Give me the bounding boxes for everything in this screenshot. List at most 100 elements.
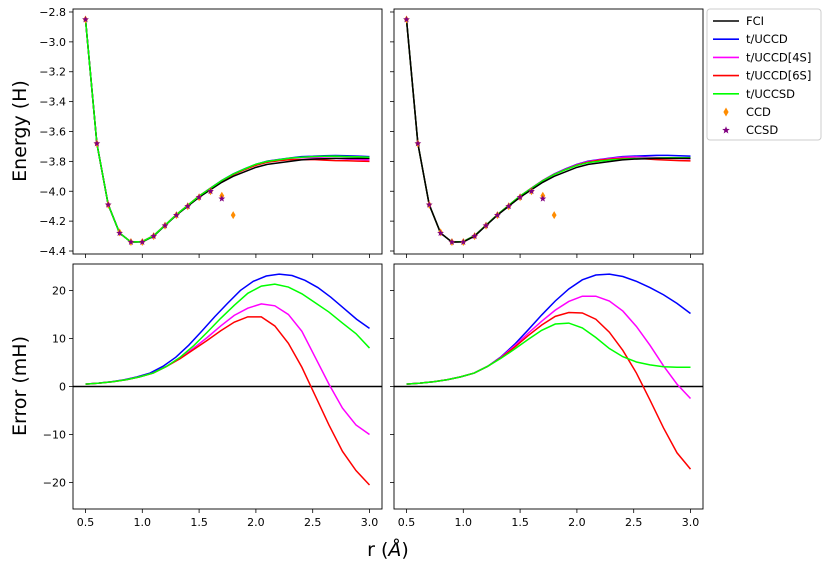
legend-label: FCI: [746, 14, 764, 28]
x-axis-label-close: ): [401, 539, 408, 561]
error-y-axis-label: Error (mH): [9, 336, 31, 436]
series-line-uccd: [405, 19, 691, 243]
ccsd-marker: [437, 229, 444, 236]
series-line-uccd: [85, 273, 370, 385]
series-line-uccd: [84, 19, 370, 243]
x-tick-label: 2.5: [304, 516, 322, 529]
series-line-uccd4s: [406, 295, 692, 400]
panel-energy-right-frame: [393, 8, 704, 255]
ccsd-marker: [482, 222, 490, 229]
x-tick-label: 0.5: [398, 516, 416, 529]
legend-item: FCI: [713, 14, 764, 28]
series-line-uccd6s: [85, 316, 371, 486]
ccd-marker: [551, 211, 557, 220]
series-line-uccsd: [406, 322, 691, 385]
y-tick-label: −3.8: [39, 155, 66, 168]
series-line-uccsd: [85, 283, 371, 385]
legend-item: t/UCCSD: [713, 87, 795, 101]
ccsd-marker: [459, 238, 467, 245]
y-tick-label: 0: [59, 381, 66, 394]
ccsd-marker: [539, 195, 547, 202]
legend-label: t/UCCSD: [746, 87, 795, 101]
x-tick-label: 2.0: [568, 516, 586, 529]
ccsd-marker: [161, 222, 169, 229]
x-tick-label: 2.0: [247, 516, 265, 529]
ccsd-marker: [516, 193, 524, 201]
ccsd-marker: [184, 202, 192, 210]
lines-layer: [73, 19, 703, 486]
ticks-layer: −2.8 −3.0 −3.2 −3.4 −3.6 −3.8 −4.0 −4.2 −4.4 0.5 1…: [39, 6, 699, 529]
ccsd-marker: [493, 211, 501, 219]
series-line-uccd6s: [405, 19, 691, 243]
ccsd-marker: [403, 15, 410, 23]
y-tick-label: −10: [43, 429, 66, 442]
legend-item: t/UCCD: [713, 32, 788, 46]
legend-label: CCSD: [746, 123, 778, 137]
legend-item: t/UCCD[6S]: [713, 69, 811, 83]
y-tick-label: 20: [52, 284, 66, 297]
x-tick-label: 2.5: [625, 516, 643, 529]
series-line-uccd6s: [84, 19, 370, 243]
legend-swatch: [722, 126, 730, 134]
x-tick-label: 1.5: [190, 516, 208, 529]
y-tick-label: −4.0: [39, 185, 66, 198]
energy-y-axis-label: Energy (H): [9, 80, 31, 182]
y-tick-label: −2.8: [39, 6, 66, 19]
ccsd-marker: [505, 202, 513, 210]
series-group-error-right: [394, 273, 703, 470]
y-tick-label: −4.4: [39, 245, 66, 258]
ccsd-marker: [127, 238, 135, 245]
series-line-uccd4s: [85, 303, 370, 436]
series-line-fci: [405, 19, 691, 243]
series-line-uccsd: [84, 19, 370, 243]
ccsd-marker: [414, 139, 422, 147]
ccsd-marker: [195, 193, 203, 201]
y-tick-label: −4.2: [39, 215, 66, 228]
y-tick-label: −3.6: [39, 126, 66, 139]
ccsd-marker: [150, 232, 158, 239]
legend-frame: [706, 8, 822, 141]
x-tick-label: 3.0: [361, 516, 379, 529]
x-tick-label: 0.5: [77, 516, 95, 529]
x-tick-label: 1.0: [134, 516, 152, 529]
ccsd-marker: [172, 211, 180, 219]
ccsd-marker: [448, 238, 456, 245]
series-group-error-left: [73, 273, 382, 486]
x-axis-label: r (Å): [367, 538, 409, 561]
ccsd-marker: [207, 187, 214, 195]
series-group-energy-left: [84, 19, 370, 243]
ccsd-marker: [93, 139, 101, 147]
legend-item: CCSD: [722, 123, 778, 137]
legend-swatch: [723, 107, 729, 117]
x-axis-label-unit: Å: [386, 538, 401, 561]
y-tick-label: −3.2: [39, 66, 66, 79]
legend-item: CCD: [723, 105, 771, 119]
ccsd-marker: [82, 15, 89, 23]
series-group-energy-right: [405, 19, 691, 243]
ccsd-marker: [528, 187, 535, 195]
x-axis-label-main: r (: [367, 539, 388, 561]
legend-item: t/UCCD[4S]: [713, 50, 811, 64]
ccsd-marker: [138, 238, 146, 245]
ccsd-marker: [116, 229, 123, 236]
legend-label: t/UCCD: [746, 32, 788, 46]
series-line-uccd4s: [84, 19, 370, 243]
legend-label: CCD: [746, 105, 771, 119]
legend: FCI t/UCCD t/UCCD[4S] t/UCCD[6S] t/UCCSD CCD C…: [706, 8, 822, 141]
series-line-uccd6s: [406, 311, 692, 470]
series-line-uccsd: [405, 19, 691, 243]
legend-label: t/UCCD[4S]: [746, 50, 811, 64]
panel-energy-left-frame: [72, 8, 383, 255]
ccsd-marker: [104, 201, 112, 208]
y-tick-label: −3.0: [39, 36, 66, 49]
legend-label: t/UCCD[6S]: [746, 69, 811, 83]
ccsd-marker: [471, 232, 479, 239]
x-tick-label: 1.5: [511, 516, 529, 529]
ccsd-marker: [218, 195, 226, 202]
series-line-uccd: [406, 273, 691, 385]
x-tick-label: 1.0: [455, 516, 473, 529]
y-tick-label: −20: [43, 477, 66, 490]
series-line-fci: [84, 19, 370, 243]
ccd-marker: [230, 211, 236, 220]
